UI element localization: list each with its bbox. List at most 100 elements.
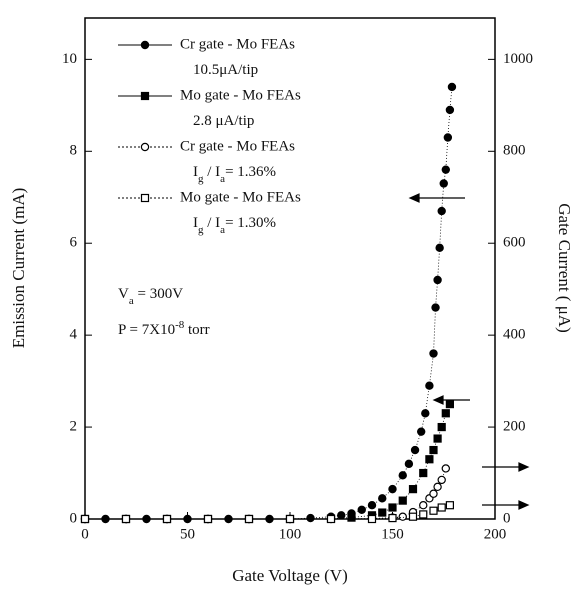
x-axis-label: Gate Voltage (V) — [232, 566, 348, 585]
data-point — [437, 206, 446, 216]
x-tick-label: 0 — [81, 526, 89, 542]
x-tick-label: 50 — [180, 526, 195, 542]
data-point — [441, 464, 450, 473]
data-point — [441, 409, 450, 418]
data-point — [378, 494, 387, 503]
annotation-part: = 300V — [134, 286, 183, 302]
data-point — [203, 514, 213, 524]
data-point — [431, 303, 440, 312]
data-point — [367, 501, 377, 510]
data-point — [388, 484, 397, 494]
data-point — [439, 179, 448, 188]
x-tick-label: 200 — [484, 526, 507, 542]
legend-note-part: / I — [204, 164, 221, 180]
data-point — [419, 510, 428, 519]
y2-tick-label: 800 — [503, 143, 526, 159]
data-point — [419, 468, 428, 478]
data-point — [398, 512, 407, 521]
data-point — [437, 475, 446, 485]
annotation-part: torr — [184, 322, 209, 338]
y2-axis-label: Gate Current ( μA) — [555, 203, 574, 332]
data-point — [429, 349, 438, 358]
data-point — [408, 512, 418, 521]
data-point — [408, 485, 418, 494]
legend-note-part: = 1.36% — [225, 164, 276, 180]
legend-note-part: g — [198, 173, 204, 185]
legend-note-part: 2.8 μA/tip — [193, 113, 254, 129]
data-point — [425, 381, 434, 390]
y-axis-label: Emission Current (mA) — [9, 188, 28, 349]
data-point — [435, 243, 444, 253]
data-point — [367, 514, 377, 524]
y-tick-label: 0 — [70, 510, 78, 526]
data-point — [285, 514, 295, 524]
legend-note-part: g — [198, 224, 204, 236]
data-point — [265, 514, 274, 524]
data-point — [398, 471, 407, 480]
data-point — [433, 275, 442, 285]
data-point — [121, 514, 131, 524]
data-point — [421, 409, 430, 418]
data-point — [425, 455, 434, 464]
y-tick-label: 10 — [62, 51, 77, 67]
data-point — [429, 489, 438, 498]
data-point — [80, 514, 90, 524]
y-tick-label: 2 — [70, 419, 78, 435]
data-point — [433, 482, 442, 492]
legend-note-part: a — [220, 224, 225, 236]
data-point — [357, 505, 366, 515]
data-point — [378, 508, 387, 517]
data-point — [437, 503, 446, 512]
legend-note-part: 10.5μA/tip — [193, 62, 258, 78]
legend-note-part: / I — [204, 215, 221, 231]
y2-tick-label: 1000 — [503, 51, 533, 67]
annotation-part: a — [129, 295, 134, 307]
y-tick-label: 6 — [70, 235, 78, 251]
annotation-part: P = 7X10 — [118, 322, 175, 338]
data-point — [306, 513, 315, 523]
data-point — [433, 434, 442, 443]
legend-note: 10.5μA/tip — [193, 62, 258, 78]
data-point — [388, 503, 397, 512]
data-point — [437, 422, 446, 432]
data-point — [337, 511, 346, 520]
legend-label: Cr gate - Mo FEAs — [180, 138, 295, 154]
legend-note-part: a — [220, 173, 225, 185]
legend-marker — [140, 142, 150, 152]
data-point — [388, 513, 397, 523]
data-point — [441, 165, 450, 174]
x-tick-label: 150 — [381, 526, 404, 542]
data-point — [101, 514, 110, 524]
legend-marker — [140, 193, 150, 203]
legend-note-part: I — [193, 215, 198, 231]
arrows — [408, 193, 530, 510]
data-point — [429, 506, 438, 515]
legend-note: Ig / Ia= 1.30% — [193, 215, 276, 235]
legend-note-part: = 1.30% — [225, 215, 276, 231]
data-point — [443, 133, 453, 142]
data-point — [445, 501, 454, 510]
annotation: P = 7X10-8 torr — [118, 319, 210, 339]
legend-marker — [140, 91, 150, 101]
data-point — [404, 459, 414, 469]
data-point — [447, 82, 457, 92]
data-point — [326, 514, 336, 524]
data-point — [417, 427, 426, 436]
legend-note: 2.8 μA/tip — [193, 113, 254, 129]
data-point — [162, 514, 172, 524]
y2-tick-label: 400 — [503, 327, 526, 343]
data-point — [142, 514, 151, 524]
y2-tick-label: 600 — [503, 235, 526, 251]
legend-marker — [140, 40, 150, 50]
annotation: Va = 300V — [118, 286, 183, 306]
annotation-part: -8 — [175, 319, 185, 331]
data-point — [429, 445, 438, 455]
legend-label: Cr gate - Mo FEAs — [180, 36, 295, 52]
legend-note-part: I — [193, 164, 198, 180]
data-point — [445, 399, 454, 409]
x-tick-label: 100 — [279, 526, 302, 542]
data-point — [419, 501, 428, 510]
data-point — [398, 496, 407, 505]
y2-tick-label: 0 — [503, 510, 511, 526]
